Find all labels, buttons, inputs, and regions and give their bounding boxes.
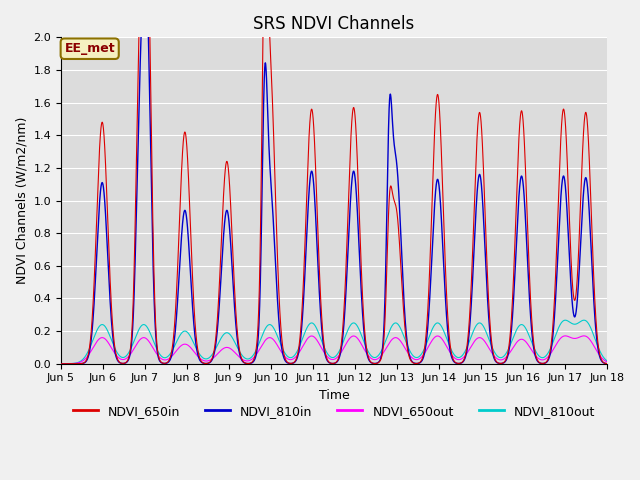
X-axis label: Time: Time (319, 389, 349, 402)
Y-axis label: NDVI Channels (W/m2/nm): NDVI Channels (W/m2/nm) (15, 117, 28, 284)
Title: SRS NDVI Channels: SRS NDVI Channels (253, 15, 415, 33)
Legend: NDVI_650in, NDVI_810in, NDVI_650out, NDVI_810out: NDVI_650in, NDVI_810in, NDVI_650out, NDV… (68, 400, 600, 423)
Text: EE_met: EE_met (65, 42, 115, 55)
